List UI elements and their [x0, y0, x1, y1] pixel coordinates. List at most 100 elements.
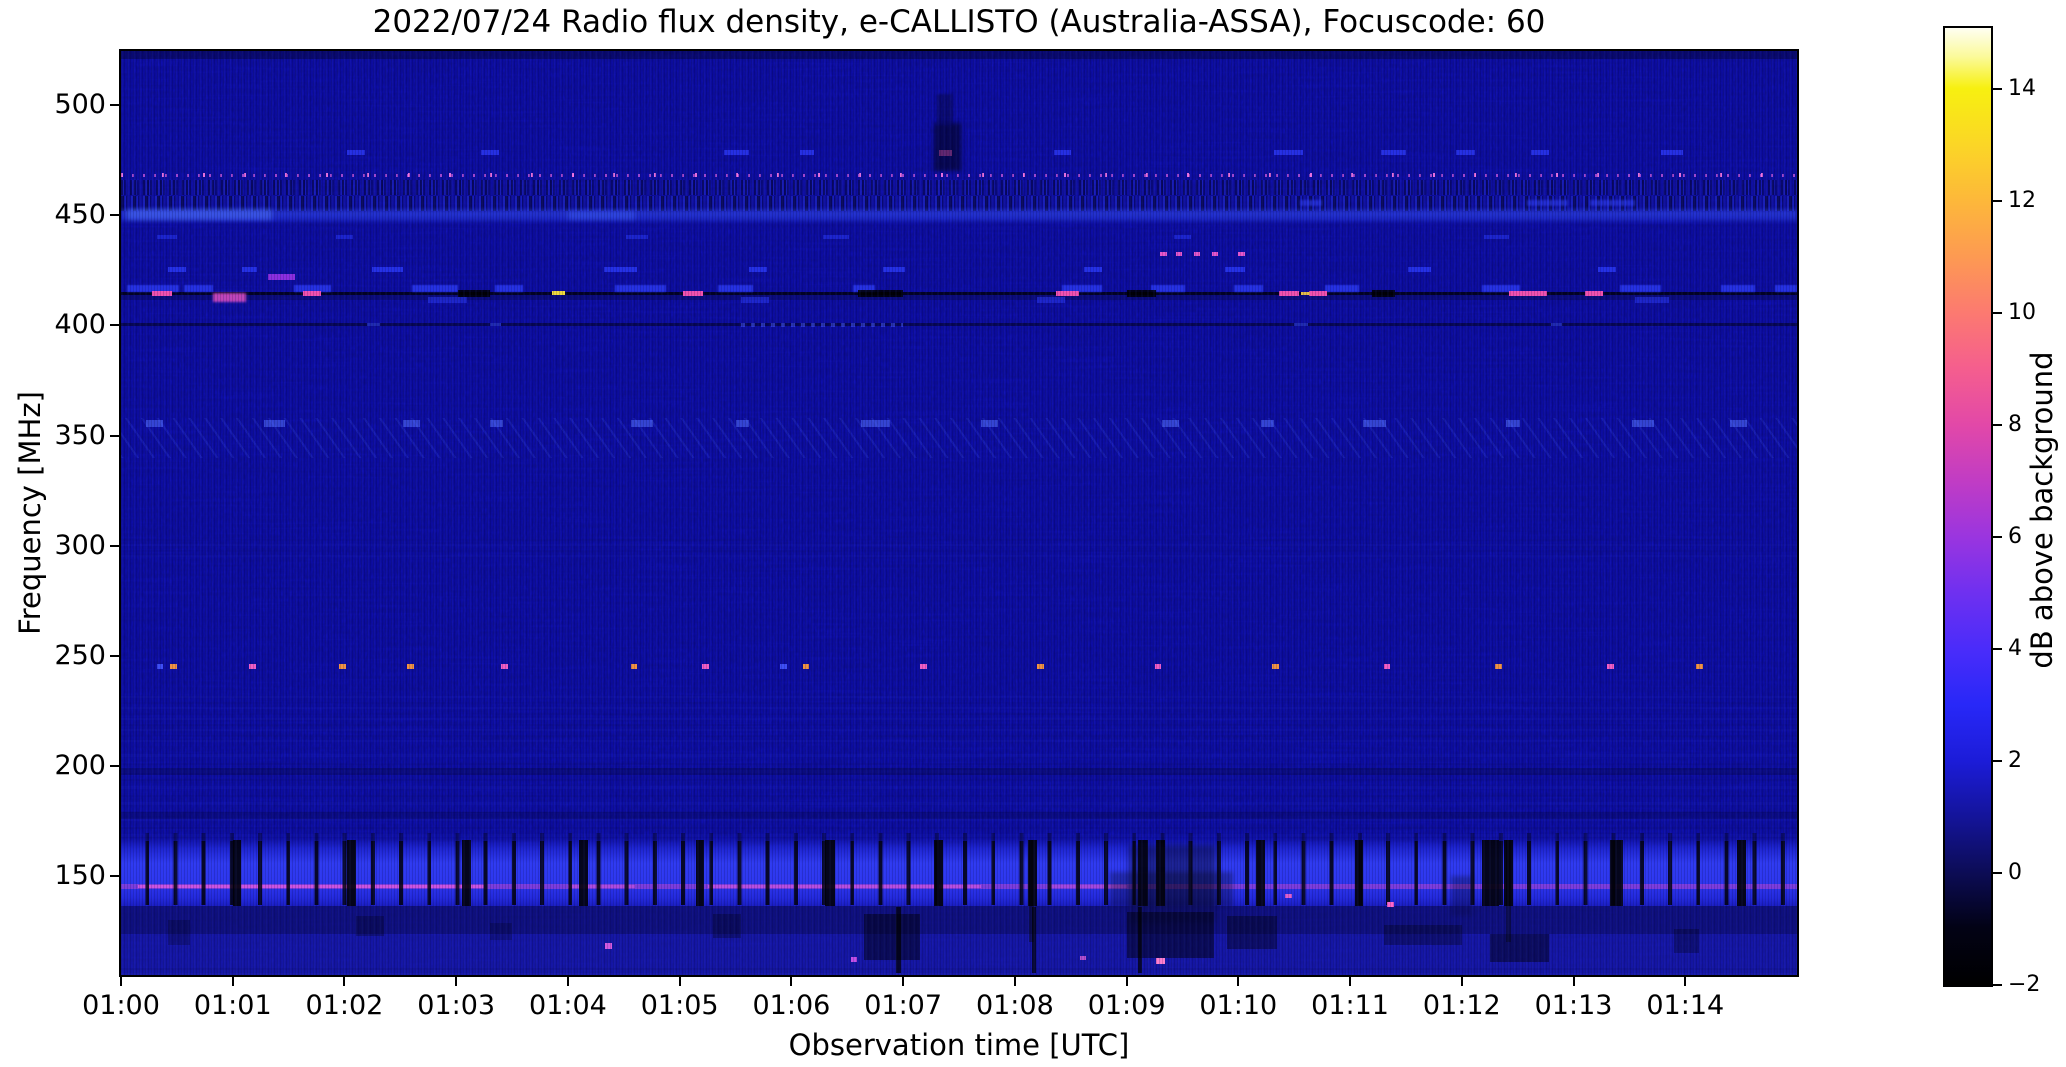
- 355mhz-bright-dashes: [735, 420, 749, 427]
- subband-pink-dot-1: [604, 943, 612, 949]
- 425mhz-dashes: [748, 266, 767, 273]
- 450mhz-bright-start: [126, 208, 272, 220]
- 415mhz-pink-bursts: [1056, 290, 1079, 296]
- 479mhz-blue-dashes: [724, 149, 749, 155]
- 416mhz-blue-blobs: [183, 284, 213, 292]
- x-tick-label: 01:05: [640, 990, 719, 1021]
- 245mhz-pink-dots: [1154, 663, 1162, 670]
- y-tick-label: 500: [54, 88, 106, 120]
- vhf-wide-black-stripes: [824, 839, 835, 907]
- 416mhz-blue-blobs: [1774, 284, 1797, 292]
- 440mhz-dashes: [156, 235, 177, 240]
- 245mhz-orange-dots: [630, 663, 638, 670]
- dark-rect-0112: [1489, 933, 1549, 963]
- 416mhz-blue-blobs: [495, 284, 524, 292]
- colorbar-gradient: [1945, 28, 1991, 985]
- x-tick: [902, 977, 905, 986]
- 415mhz-pink-bursts: [303, 290, 321, 296]
- 245mhz-blue-dots: [156, 663, 164, 670]
- vhf-wide-black-stripes: [1481, 839, 1499, 907]
- 433mhz-pink-dots: [1193, 251, 1201, 256]
- 245mhz-orange-dots: [338, 663, 346, 670]
- y-tick: [110, 544, 119, 547]
- feature-layer: [121, 51, 1797, 975]
- x-tick-label: 01:01: [193, 990, 272, 1021]
- 416mhz-blue-blobs: [294, 284, 332, 292]
- vhf-wide-black-stripes: [696, 839, 705, 907]
- 355mhz-bright-dashes: [402, 420, 421, 427]
- 433mhz-pink-dots: [1238, 251, 1246, 256]
- dark-rect-0114: [1674, 929, 1699, 954]
- x-tick-label: 01:03: [417, 990, 496, 1021]
- 415mhz-dark-gaps: [1372, 290, 1395, 298]
- 245mhz-orange-dots: [1037, 663, 1044, 670]
- long-black-stripes: [1029, 839, 1034, 943]
- y-tick-label: 300: [54, 529, 106, 561]
- dark-blob-0109-low: [1109, 871, 1233, 908]
- x-tick: [1684, 977, 1687, 986]
- x-tick-label: 01:04: [529, 990, 607, 1021]
- 416mhz-blue-blobs: [1620, 284, 1661, 292]
- vhf-wide-black-stripes: [232, 839, 241, 907]
- colorbar-tick-label: 14: [2008, 75, 2036, 101]
- x-tick-label: 01:14: [1646, 990, 1725, 1021]
- thin-black-vlines: [1137, 907, 1143, 974]
- 412mhz-blue-blobs: [741, 296, 770, 304]
- dark-rect-0102: [355, 915, 384, 936]
- 455mhz-blue-streaks: [1590, 199, 1635, 207]
- y-tick: [110, 103, 119, 106]
- 455mhz-noise-band: [121, 196, 1797, 211]
- 416mhz-blue-blobs: [411, 284, 459, 292]
- y-tick-label: 200: [54, 750, 106, 782]
- y-tick-label: 250: [54, 639, 106, 671]
- 400mhz-line: [121, 323, 1797, 326]
- colorbar-tick-label: 4: [2008, 635, 2022, 661]
- long-black-stripes: [1506, 839, 1511, 943]
- 416mhz-blue-blobs: [126, 284, 180, 292]
- colorbar-tick-label: 6: [2008, 523, 2022, 549]
- x-tick-label: 01:11: [1311, 990, 1389, 1021]
- y-tick-label: 400: [54, 309, 106, 341]
- dark-rect-0105: [713, 913, 742, 938]
- 455mhz-blue-streaks: [1526, 199, 1568, 207]
- band-edge-pink-dot: [1386, 901, 1394, 908]
- vhf-band-fence-top: [121, 833, 1797, 842]
- colorbar-tick: [1993, 87, 2002, 90]
- x-tick-label: 01:07: [864, 990, 943, 1021]
- 245mhz-orange-dots: [407, 663, 414, 670]
- 355mhz-bright-dashes: [1729, 420, 1747, 427]
- spectrogram-plot: [119, 49, 1799, 977]
- 300mhz-streak-band: [121, 534, 1797, 557]
- x-tick: [1460, 977, 1463, 986]
- colorbar-tick: [1993, 535, 2002, 538]
- vhf-wide-black-stripes: [1354, 839, 1364, 907]
- 416mhz-blue-blobs: [1721, 284, 1755, 292]
- noise-texture-banding: [121, 51, 1797, 975]
- 416mhz-blue-blobs: [717, 284, 754, 292]
- y-tick-label: 150: [54, 860, 106, 892]
- y-tick: [110, 434, 119, 437]
- 416mhz-blue-blobs: [1061, 284, 1102, 292]
- vhf-wide-black-stripes: [461, 839, 471, 907]
- 415mhz-dark-gaps: [458, 290, 490, 298]
- 245mhz-orange-dots: [170, 663, 177, 670]
- colorbar-tick: [1993, 423, 2002, 426]
- y-tick: [110, 765, 119, 768]
- 462mhz-noise-band: [121, 179, 1797, 196]
- vhf-wide-black-stripes: [579, 839, 589, 907]
- 479mhz-blue-dashes: [1660, 149, 1684, 155]
- dark-blob-0112: [1450, 876, 1473, 916]
- top-edge-dark-row: [121, 51, 1797, 59]
- 479mhz-blue-dashes: [346, 149, 365, 155]
- 220mhz-streak-band: [121, 693, 1797, 742]
- dark-rect-0100: [167, 920, 191, 945]
- 245mhz-pink-dots: [1383, 663, 1391, 670]
- 355mhz-bright-dashes: [630, 420, 653, 427]
- 416mhz-blue-blobs: [1151, 284, 1185, 292]
- 355mhz-bright-dashes: [1631, 420, 1654, 427]
- y-tick: [110, 875, 119, 878]
- x-tick-label: 01:12: [1422, 990, 1501, 1021]
- subband-pink-dot-4: [1079, 955, 1087, 960]
- 440mhz-dashes: [1484, 235, 1509, 240]
- 355mhz-bright-dashes: [264, 420, 286, 427]
